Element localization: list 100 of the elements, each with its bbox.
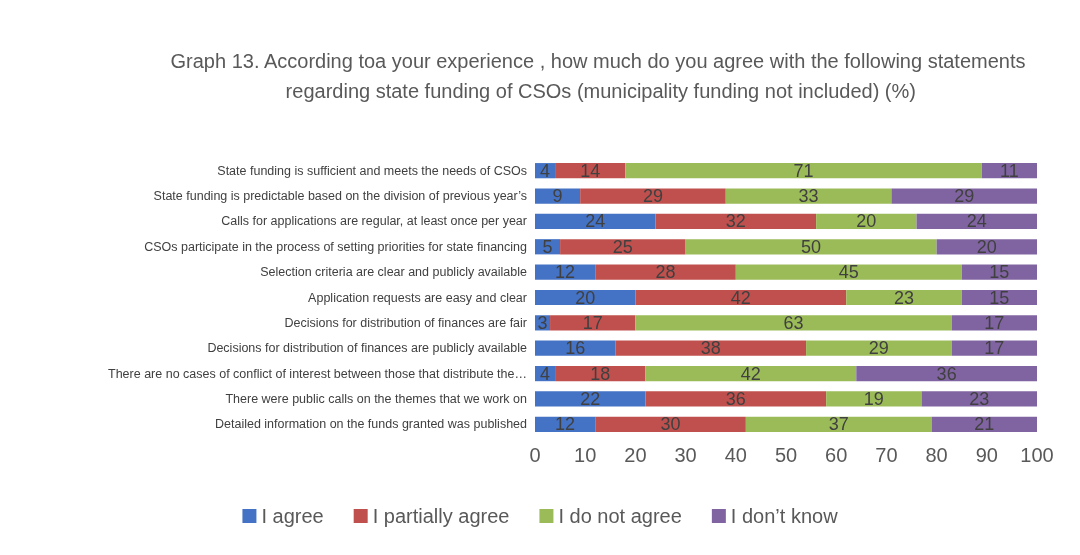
data-label: 18 <box>590 363 611 384</box>
legend-label: I don’t know <box>730 505 839 527</box>
data-label: 15 <box>989 262 1010 283</box>
data-label: 16 <box>565 338 586 359</box>
data-label: 42 <box>730 287 751 308</box>
data-label: 50 <box>801 236 822 257</box>
x-tick-label: 30 <box>674 444 697 466</box>
y-tick-label: Calls for applications are regular, at least once per year <box>221 214 527 229</box>
bar <box>550 315 636 331</box>
legend-label: I partially agree <box>372 505 510 527</box>
data-label: 45 <box>838 262 859 283</box>
bar <box>535 391 646 407</box>
bar <box>535 188 581 204</box>
data-label: 14 <box>580 160 601 181</box>
bar <box>846 289 962 306</box>
data-label: 29 <box>868 338 889 359</box>
x-tick-label: 0 <box>529 444 541 466</box>
data-label: 29 <box>954 186 975 207</box>
y-tick-label: State funding is sufficient and meets the needs of CSOs <box>217 163 527 178</box>
bar <box>725 188 892 204</box>
data-label: 30 <box>660 414 681 435</box>
x-tick-label: 70 <box>875 444 898 466</box>
data-label: 24 <box>966 211 987 232</box>
data-label: 23 <box>969 388 990 409</box>
bar <box>951 340 1037 356</box>
bar <box>645 365 857 382</box>
data-label: 38 <box>700 338 721 359</box>
y-tick-label: CSOs participate in the process of setting priorities for state financing <box>144 239 528 254</box>
x-tick-label: 100 <box>1020 444 1054 466</box>
x-tick-label: 60 <box>825 444 848 466</box>
data-label: 63 <box>783 312 804 333</box>
data-label: 24 <box>585 211 606 232</box>
bar <box>916 213 1037 230</box>
data-label: 9 <box>552 186 563 207</box>
data-label: 12 <box>555 414 576 435</box>
data-label: 19 <box>863 388 884 409</box>
y-tick-label: Decisions for distribution of finances are publicly available <box>207 341 528 356</box>
x-tick-label: 80 <box>925 444 948 466</box>
y-tick-label: Decisions for distribution of finances are fair <box>284 315 527 330</box>
bar <box>580 188 726 204</box>
bar <box>625 163 982 179</box>
bar <box>891 188 1037 204</box>
bar <box>735 264 962 280</box>
data-label: 12 <box>555 262 576 283</box>
y-tick-label: State funding is predictable based on the division of previous year’s <box>153 189 527 204</box>
data-label: 17 <box>984 312 1005 333</box>
bar <box>635 289 847 306</box>
data-label: 3 <box>537 312 548 333</box>
bar <box>635 315 952 331</box>
bar <box>655 213 817 230</box>
legend-label: I do not agree <box>558 505 682 527</box>
x-tick-label: 90 <box>975 444 998 466</box>
bar <box>931 416 1037 432</box>
y-tick-label: Selection criteria are clear and publicly available <box>260 265 528 280</box>
bar <box>595 416 746 432</box>
bar <box>595 264 736 280</box>
bar <box>921 391 1037 407</box>
data-label: 36 <box>936 363 957 384</box>
data-label: 36 <box>725 388 746 409</box>
bar <box>535 213 656 230</box>
x-tick-label: 20 <box>624 444 647 466</box>
bar <box>951 315 1037 331</box>
data-label: 22 <box>580 388 601 409</box>
data-label: 11 <box>1000 160 1019 181</box>
data-label: 20 <box>575 287 596 308</box>
x-tick-label: 10 <box>574 444 597 466</box>
y-tick-label: There are no cases of conflict of interest between those that distribute the… <box>108 366 527 381</box>
data-label: 5 <box>542 236 553 257</box>
data-label: 20 <box>976 236 997 257</box>
data-label: 29 <box>642 186 663 207</box>
bar <box>856 365 1037 382</box>
data-label: 17 <box>582 312 603 333</box>
x-tick-label: 50 <box>774 444 798 466</box>
y-tick-label: Application requests are easy and clear <box>308 290 527 305</box>
data-label: 4 <box>540 160 551 181</box>
data-label: 37 <box>828 414 849 435</box>
data-label: 25 <box>612 236 633 257</box>
bar <box>816 213 917 230</box>
bar <box>645 391 827 407</box>
bar <box>560 239 686 255</box>
x-tick-label: 40 <box>724 444 747 466</box>
bar <box>745 416 932 432</box>
y-tick-label: Detailed information on the funds granted was published <box>214 417 528 432</box>
data-label: 32 <box>725 211 746 232</box>
data-label: 23 <box>893 287 914 308</box>
bar <box>615 340 807 356</box>
data-label: 33 <box>798 186 819 207</box>
data-label: 20 <box>856 211 877 232</box>
data-label: 21 <box>974 414 995 435</box>
bar <box>826 391 922 407</box>
data-label: 71 <box>793 160 814 181</box>
data-label: 4 <box>540 363 551 384</box>
bar <box>685 239 937 255</box>
chart-title: Graph 13. According toa your experience , how much do you agree with the following statements regarding state funding of CSOs (municipality funding not included) (%) <box>170 50 1026 102</box>
bar <box>806 340 952 356</box>
data-label: 28 <box>655 262 676 283</box>
data-label: 42 <box>740 363 761 384</box>
legend-label: I agree <box>261 505 324 527</box>
data-label: 17 <box>984 338 1005 359</box>
data-label: 15 <box>989 287 1010 308</box>
